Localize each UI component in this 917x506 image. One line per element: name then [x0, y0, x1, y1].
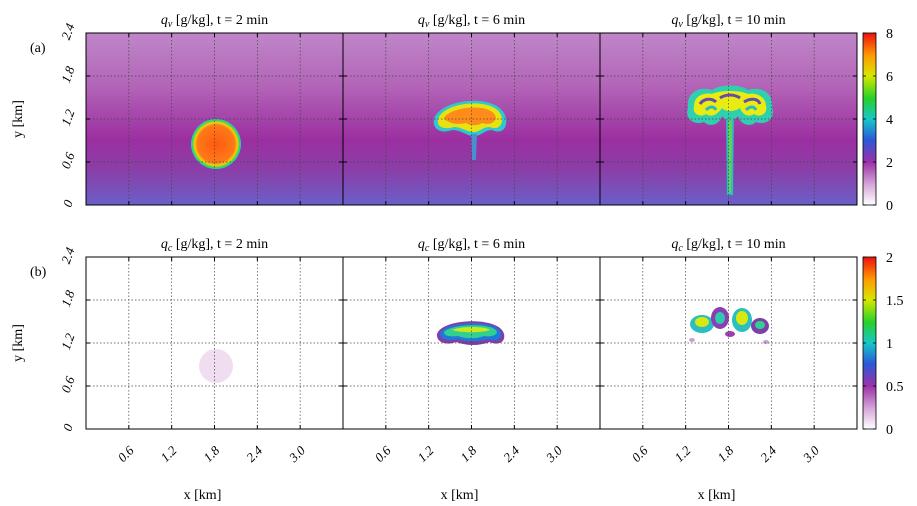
x-tick-label: 0.6 [115, 442, 137, 464]
colorbar-tick-label: 8 [886, 27, 893, 42]
colorbar-tick-label: 1 [886, 337, 893, 352]
x-tick-label: 3.0 [285, 442, 308, 465]
x-tick-label: 1.8 [714, 442, 736, 464]
x-tick-label: 0.6 [629, 442, 651, 464]
y-tick-label: 1.8 [58, 64, 78, 85]
thermal-bubble-2min [191, 119, 241, 169]
panel-title: qv [g/kg], t = 10 min [671, 13, 785, 30]
y-tick-label: 2.4 [58, 21, 78, 42]
y-tick-label: 0.6 [58, 374, 78, 395]
x-tick-label: 1.8 [457, 442, 479, 464]
x-tick-label: 2.4 [757, 442, 779, 464]
colorbar-qc: 0 0.5 1 1.5 2 [862, 251, 904, 438]
x-tick-label: 2.4 [500, 442, 522, 464]
colorbar-tick-label: 2 [886, 251, 893, 266]
panel-title: qv [g/kg], t = 6 min [418, 13, 525, 30]
y-axis-label: y [km] [11, 324, 26, 362]
x-tick-label: 0.6 [372, 442, 394, 464]
colorbar-tick-label: 6 [886, 70, 893, 85]
y-tick-label: 0 [60, 421, 76, 433]
panel-label-a: (a) [30, 41, 46, 56]
colorbar-tick-label: 0 [886, 199, 893, 214]
x-tick-label: 1.2 [157, 442, 179, 464]
y-tick-label: 1.2 [58, 107, 78, 128]
x-tick-label: 1.2 [671, 442, 693, 464]
panel-title: qc [g/kg], t = 6 min [418, 237, 525, 254]
x-tick-label: 3.0 [542, 442, 565, 465]
panel-title: qc [g/kg], t = 2 min [161, 237, 268, 254]
panel-title: qv [g/kg], t = 2 min [161, 13, 268, 30]
y-tick-label: 0 [60, 197, 76, 209]
x-tick-label: 1.2 [414, 442, 436, 464]
panel-title: qc [g/kg], t = 10 min [671, 237, 785, 254]
y-tick-label: 0.6 [58, 150, 78, 171]
cloud-patch-2min [199, 349, 233, 383]
x-axis-label: x [km] [698, 488, 736, 503]
x-axis-label: x [km] [184, 488, 222, 503]
panel-label-b: (b) [30, 265, 47, 280]
y-tick-label: 2.4 [58, 245, 78, 266]
colorbar-tick-label: 2 [886, 156, 893, 171]
colorbar-tick-label: 1.5 [886, 294, 904, 309]
colorbar-tick-label: 4 [886, 113, 893, 128]
thermal-cap-6min [433, 100, 507, 160]
colorbar-qv: 0 2 4 6 8 [862, 27, 893, 214]
x-tick-label: 3.0 [799, 442, 822, 465]
colorbar-tick-label: 0 [886, 423, 893, 438]
y-tick-label: 1.2 [58, 331, 78, 352]
cloud-fragments-10min [689, 307, 769, 344]
colorbar-tick-label: 0.5 [886, 380, 904, 395]
cloud-cap-6min [436, 321, 505, 345]
x-axis-label: x [km] [441, 488, 479, 503]
x-tick-label: 2.4 [243, 442, 265, 464]
x-tick-label: 1.8 [200, 442, 222, 464]
y-axis-label: y [km] [11, 100, 26, 138]
thermal-plume-10min [687, 85, 773, 195]
y-tick-label: 1.8 [58, 288, 78, 309]
